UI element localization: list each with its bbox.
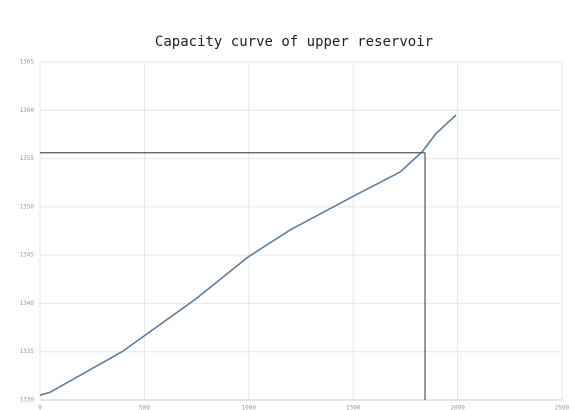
y-tick-label: 1335: [20, 348, 35, 355]
x-tick-label: 1000: [242, 405, 257, 410]
y-tick-label: 1365: [20, 59, 35, 66]
x-tick-label: 0: [38, 405, 42, 410]
chart-title: Capacity curve of upper reservoir: [155, 34, 433, 50]
x-tick-label: 2000: [450, 405, 465, 410]
y-tick-label: 1355: [20, 155, 35, 162]
x-tick-label: 2500: [555, 405, 570, 410]
x-tick-label: 1500: [346, 405, 361, 410]
curve: [39, 114, 457, 396]
y-tick-label: 1360: [20, 107, 35, 114]
y-tick-label: 1340: [20, 300, 35, 307]
y-tick-label: 1350: [20, 203, 35, 210]
y-tick-label: 1330: [20, 397, 35, 404]
x-tick-label: 500: [139, 405, 150, 410]
y-tick-label: 1345: [20, 252, 35, 259]
